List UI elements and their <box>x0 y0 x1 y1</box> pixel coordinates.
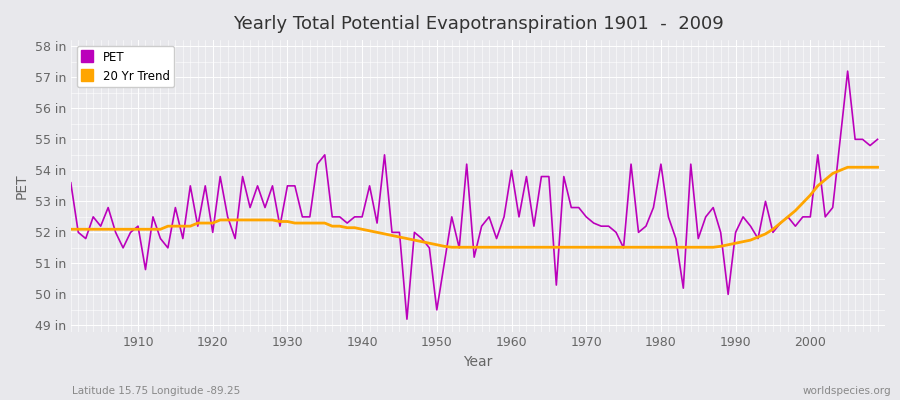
Text: Latitude 15.75 Longitude -89.25: Latitude 15.75 Longitude -89.25 <box>72 386 240 396</box>
X-axis label: Year: Year <box>464 355 492 369</box>
Text: worldspecies.org: worldspecies.org <box>803 386 891 396</box>
Y-axis label: PET: PET <box>15 173 29 199</box>
Legend: PET, 20 Yr Trend: PET, 20 Yr Trend <box>76 46 175 87</box>
Title: Yearly Total Potential Evapotranspiration 1901  -  2009: Yearly Total Potential Evapotranspiratio… <box>232 15 724 33</box>
